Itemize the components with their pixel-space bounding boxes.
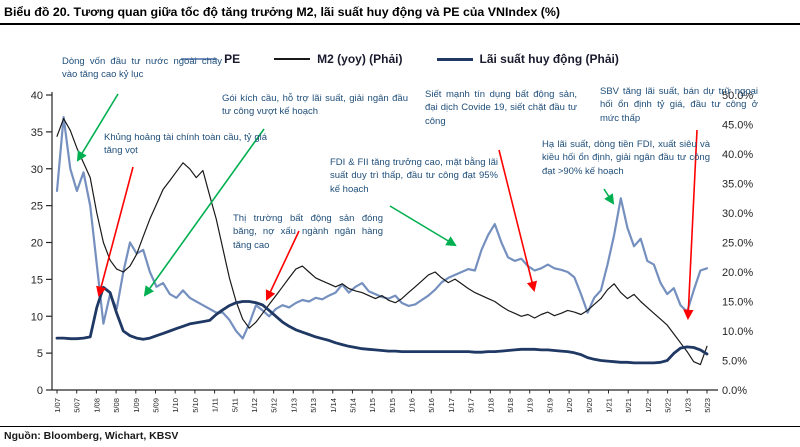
- x-axis-tick-label: 1/12: [250, 398, 259, 413]
- annotation-text-6: Siết mạnh tín dụng bất động sản, đại dịc…: [425, 89, 577, 127]
- x-axis-tick-label: 5/23: [703, 398, 712, 413]
- x-axis-tick-label: 1/08: [92, 398, 101, 413]
- x-axis-tick-label: 1/17: [447, 398, 456, 413]
- right-axis-tick-label: 20.0%: [722, 267, 753, 279]
- annotation-text-3: Gói kích cầu, hỗ trợ lãi suất, giải ngân…: [222, 93, 408, 118]
- legend-item-rate: Lãi suất huy động (Phải): [436, 52, 619, 66]
- annotation-arrow-6-red: [498, 149, 538, 293]
- x-axis-tick-label: 5/17: [467, 398, 476, 413]
- legend-line-swatch: [436, 57, 473, 61]
- legend-label: PE: [224, 52, 241, 66]
- annotation-arrow-7-green: [603, 188, 615, 205]
- left-axis-tick-label: 10: [31, 311, 43, 323]
- legend-item-pe: PE: [181, 52, 240, 66]
- right-axis-tick-label: 35.0%: [722, 179, 753, 191]
- x-axis-tick-label: 1/16: [408, 398, 417, 413]
- right-axis-tick-label: 5.0%: [722, 356, 747, 368]
- x-axis-tick-label: 5/07: [73, 398, 82, 413]
- x-axis-tick-label: 5/21: [624, 398, 633, 413]
- annotation-arrow-3-green: [143, 128, 265, 297]
- annotation-text-5: FDI & FII tăng trưởng cao, mặt bằng lãi …: [330, 157, 498, 195]
- x-axis-tick-label: 5/20: [585, 398, 594, 413]
- left-axis-tick-label: 30: [31, 164, 43, 176]
- x-axis-tick-label: 1/15: [368, 398, 377, 413]
- x-axis-tick-label: 1/20: [565, 398, 574, 413]
- legend-label: Lãi suất huy động (Phải): [479, 52, 619, 66]
- x-axis-tick-label: 5/14: [348, 398, 357, 413]
- legend-item-m2: M2 (yoy) (Phải): [274, 52, 403, 66]
- legend-label: M2 (yoy) (Phải): [317, 52, 403, 66]
- left-axis-tick-label: 35: [31, 127, 43, 139]
- x-axis-tick-label: 1/14: [329, 398, 338, 413]
- annotation-arrow-4-red: [265, 230, 300, 301]
- left-axis-tick-label: 5: [37, 348, 43, 360]
- annotation-text-7: Hạ lãi suất, dòng tiền FDI, xuất siêu và…: [542, 139, 710, 177]
- x-axis-tick-label: 5/11: [230, 398, 239, 412]
- x-axis-tick-label: 1/10: [171, 398, 180, 413]
- right-axis-tick-label: 15.0%: [722, 297, 753, 309]
- x-axis-tick-label: 5/10: [191, 398, 200, 413]
- x-axis-tick-label: 1/22: [644, 398, 653, 413]
- x-axis-tick-label: 5/16: [427, 398, 436, 413]
- x-axis-tick-label: 5/22: [664, 398, 673, 413]
- source-note: Nguồn: Bloomberg, Wichart, KBSV: [0, 426, 800, 442]
- right-axis-tick-label: 45.0%: [722, 120, 753, 132]
- left-axis-tick-label: 15: [31, 274, 43, 286]
- chart-legend: PE M2 (yoy) (Phải) Lãi suất huy động (Phải…: [0, 52, 800, 66]
- x-axis-tick-label: 1/19: [526, 398, 535, 413]
- right-axis-tick-label: 10.0%: [722, 326, 753, 338]
- x-axis-tick-label: 5/13: [309, 398, 318, 413]
- annotation-text-1: Dòng vốn đầu tư nước ngoài chảy vào tăng…: [62, 56, 222, 81]
- legend-line-swatch: [274, 58, 311, 60]
- annotation-arrow-2-red: [96, 166, 134, 298]
- x-axis-tick-label: 1/07: [53, 398, 62, 413]
- annotation-text-2: Khủng hoảng tài chính toàn cầu, tỷ giá t…: [104, 132, 267, 157]
- annotation-arrow-5-green: [389, 205, 457, 247]
- x-axis-tick-label: 1/18: [486, 398, 495, 413]
- x-axis-tick-label: 5/12: [270, 398, 279, 413]
- chart-title: Biểu đồ 20. Tương quan giữa tốc độ tăng …: [0, 0, 800, 25]
- left-axis-tick-label: 40: [31, 90, 43, 102]
- series-line-m2: [56, 117, 708, 366]
- annotation-arrow-1-green: [76, 93, 119, 162]
- x-axis-tick-label: 1/13: [289, 398, 298, 413]
- right-axis-tick-label: 30.0%: [722, 208, 753, 220]
- x-axis-tick-label: 1/21: [605, 398, 614, 413]
- right-axis-tick-label: 0.0%: [722, 385, 747, 397]
- x-axis-tick-label: 5/18: [506, 398, 515, 413]
- x-axis-tick-label: 5/08: [112, 398, 121, 413]
- series-line-deposit-rate: [55, 285, 709, 365]
- right-axis-tick-label: 25.0%: [722, 238, 753, 250]
- x-axis-tick-label: 1/23: [683, 398, 692, 413]
- left-axis-tick-label: 25: [31, 201, 43, 213]
- x-axis-tick-label: 5/19: [545, 398, 554, 413]
- legend-line-swatch: [181, 57, 218, 61]
- annotation-arrow-8-red: [683, 129, 698, 321]
- annotation-text-4: Thị trường bất động sản đóng băng, nợ xấ…: [233, 213, 383, 251]
- left-axis-tick-label: 0: [37, 385, 43, 397]
- right-axis-tick-label: 50.0%: [722, 90, 753, 102]
- x-axis-tick-label: 1/09: [132, 398, 141, 413]
- right-axis-tick-label: 40.0%: [722, 149, 753, 161]
- series-line-pe: [55, 115, 709, 340]
- x-axis-tick-label: 1/11: [211, 398, 220, 412]
- left-axis-tick-label: 20: [31, 238, 43, 250]
- annotation-text-8: SBV tăng lãi suất, bán dự trữ ngoại hối …: [600, 86, 758, 124]
- x-axis-tick-label: 5/15: [388, 398, 397, 413]
- x-axis-tick-label: 5/09: [151, 398, 160, 413]
